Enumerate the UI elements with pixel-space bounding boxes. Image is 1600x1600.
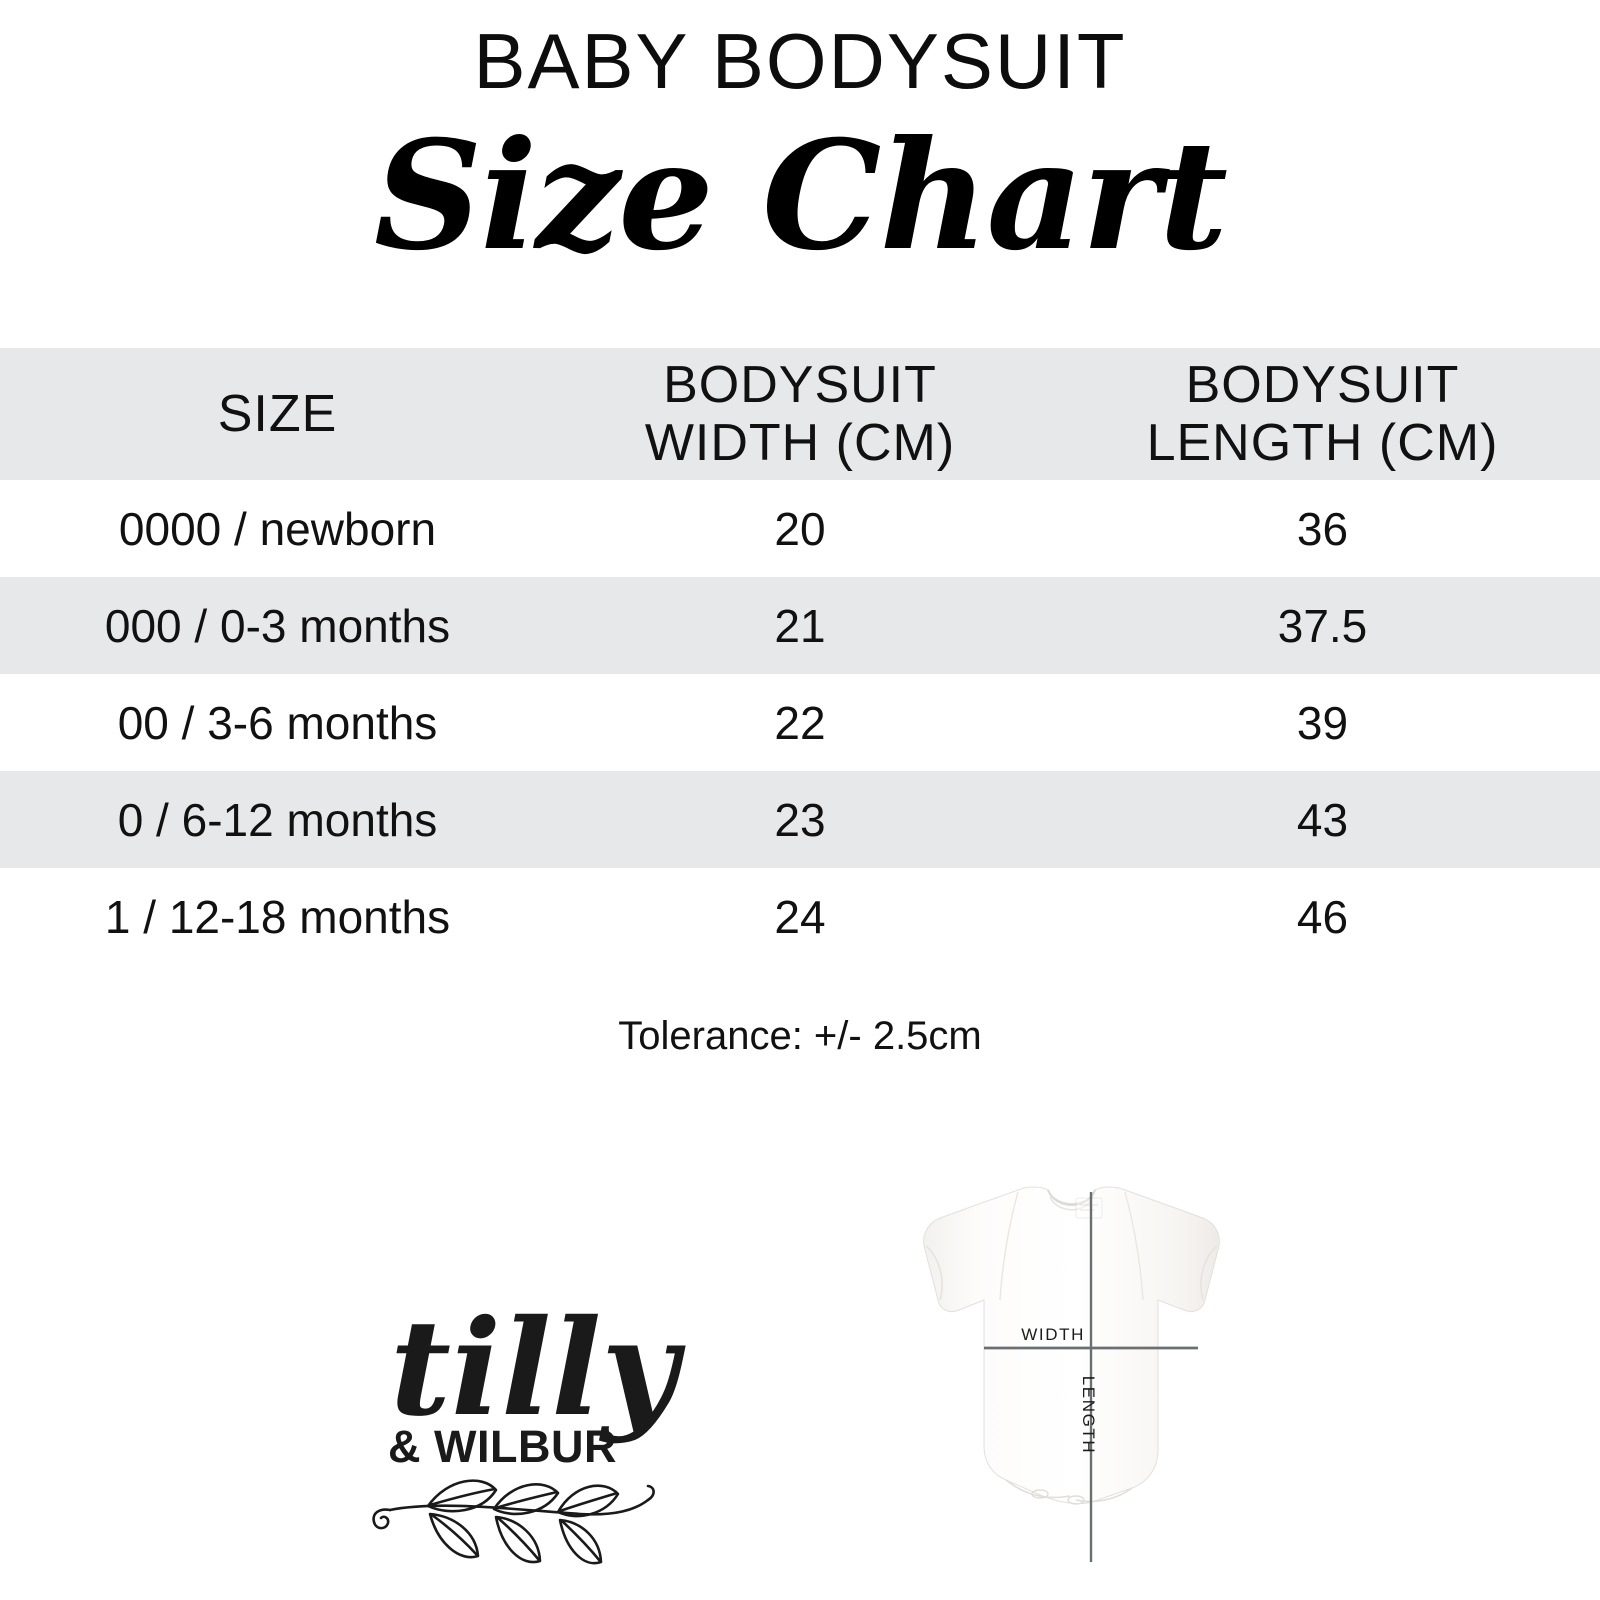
column-header-length: BODYSUIT LENGTH (CM) [1045,356,1600,472]
table-row: 00 / 3-6 months 22 39 [0,674,1600,771]
cell-width: 21 [774,599,826,652]
page-title: Size Chart [373,108,1228,284]
table-row: 0000 / newborn 20 36 [0,480,1600,577]
column-header-width-line1: BODYSUIT [663,355,937,414]
page-kicker: BABY BODYSUIT [473,17,1127,105]
brand-logo: tilly & WILBUR [330,1262,720,1592]
column-header-size: SIZE [217,384,338,443]
brand-sub-text: & WILBUR [388,1421,617,1472]
column-header-width-line2: WIDTH (CM) [644,414,956,472]
care-label-icon [1075,1197,1103,1219]
size-chart-table: SIZE BODYSUIT WIDTH (CM) BODYSUIT LENGTH… [0,348,1600,965]
cell-length: 43 [1296,793,1349,846]
tolerance-note: Tolerance: +/- 2.5cm [618,1014,982,1058]
table-header-row: SIZE BODYSUIT WIDTH (CM) BODYSUIT LENGTH… [0,348,1600,480]
cell-size: 0000 / newborn [118,502,437,555]
cell-width: 22 [774,696,826,749]
cell-size: 000 / 0-3 months [104,599,451,652]
measurement-guides [984,1192,1198,1562]
table-row: 1 / 12-18 months 24 46 [0,868,1600,965]
leaf-branch-icon [372,1479,655,1565]
table-row: 0 / 6-12 months 23 43 [0,771,1600,868]
column-header-width: BODYSUIT WIDTH (CM) [555,356,1045,472]
cell-length: 36 [1296,502,1349,555]
cell-length: 39 [1296,696,1349,749]
header-block: BABY BODYSUIT Size Chart [0,0,1600,276]
cell-length: 37.5 [1277,599,1368,652]
cell-width: 23 [774,793,826,846]
cell-size: 0 / 6-12 months [117,793,438,846]
table-row: 000 / 0-3 months 21 37.5 [0,577,1600,674]
width-label: WIDTH [1021,1325,1085,1344]
cell-size: 1 / 12-18 months [104,890,451,943]
cell-width: 24 [774,890,826,943]
column-header-length-line1: BODYSUIT [1185,355,1460,414]
baby-bodysuit-icon [923,1186,1220,1505]
column-header-length-line2: LENGTH (CM) [1146,414,1499,472]
length-label: LENGTH [1079,1376,1098,1455]
cell-width: 20 [774,502,826,555]
brand-script-text: tilly [390,1291,686,1446]
bodysuit-diagram: WIDTH LENGTH [880,1150,1280,1600]
cell-length: 46 [1296,890,1349,943]
cell-size: 00 / 3-6 months [117,696,438,749]
